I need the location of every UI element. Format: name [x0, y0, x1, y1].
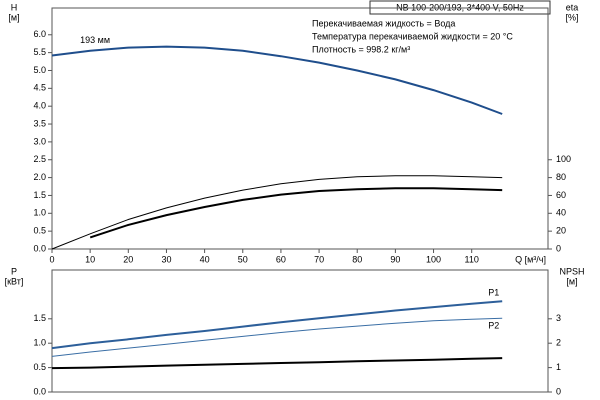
- series-line: [51, 175, 503, 250]
- y-tick-label: 5.0: [33, 65, 46, 75]
- y-axis-unit: [кВт]: [5, 276, 24, 286]
- annotation: Плотность = 998.2 кг/м³: [312, 44, 410, 54]
- chart-title: NB 100-200/193, 3*400 V, 50Hz: [396, 2, 524, 12]
- y2-axis-unit: [м]: [566, 276, 577, 286]
- y-tick-label: 3.0: [33, 136, 46, 146]
- y2-tick-label: 60: [556, 190, 566, 200]
- x-tick-label: 100: [426, 254, 441, 264]
- y2-tick-label: 0: [556, 386, 561, 396]
- y2-tick-label: 0: [556, 243, 561, 253]
- series-line: [51, 45, 503, 115]
- series-line: [51, 317, 503, 357]
- y-axis-label: P: [11, 266, 17, 276]
- y-axis-unit: [м]: [8, 12, 19, 22]
- y2-tick-label: 100: [556, 154, 571, 164]
- x-axis-label: Q [м³/ч]: [515, 254, 546, 264]
- y2-axis-label: eta: [566, 2, 579, 12]
- y2-tick-label: 1: [556, 362, 561, 372]
- plot-frame: [51, 269, 549, 393]
- y-tick-label: 0.0: [33, 386, 46, 396]
- y-tick-label: 4.0: [33, 101, 46, 111]
- series-line: [51, 300, 503, 350]
- x-tick-label: 0: [49, 254, 54, 264]
- y-tick-label: 1.0: [33, 208, 46, 218]
- x-tick-label: 50: [238, 254, 248, 264]
- series-label: 193 мм: [80, 35, 110, 45]
- y-axis-label: H: [11, 2, 18, 12]
- x-tick-label: 60: [276, 254, 286, 264]
- y-tick-label: 0.0: [33, 243, 46, 253]
- plot-frame: [51, 7, 549, 250]
- y-tick-label: 2.0: [33, 172, 46, 182]
- y2-tick-label: 3: [556, 313, 561, 323]
- x-tick-label: 80: [352, 254, 362, 264]
- y-tick-label: 2.5: [33, 154, 46, 164]
- y-tick-label: 3.5: [33, 118, 46, 128]
- y2-tick-label: 80: [556, 172, 566, 182]
- y2-tick-label: 40: [556, 208, 566, 218]
- y-tick-label: 0.5: [33, 226, 46, 236]
- y-tick-label: 6.0: [33, 29, 46, 39]
- y2-tick-label: 20: [556, 226, 566, 236]
- x-tick-label: 110: [465, 254, 479, 264]
- y-tick-label: 1.5: [33, 313, 46, 323]
- x-tick-label: 20: [123, 254, 133, 264]
- series-line: [89, 187, 503, 239]
- y-tick-label: 1.0: [33, 338, 46, 348]
- series-line: [51, 357, 503, 370]
- y-tick-label: 1.5: [33, 190, 46, 200]
- y-tick-label: 4.5: [33, 83, 46, 93]
- y2-tick-label: 2: [556, 338, 561, 348]
- x-tick-label: 90: [390, 254, 400, 264]
- annotation: Температура перекачиваемой жидкости = 20…: [312, 31, 513, 41]
- x-tick-label: 70: [314, 254, 324, 264]
- x-tick-label: 30: [161, 254, 171, 264]
- x-tick-label: 10: [85, 254, 95, 264]
- y2-axis-unit: [%]: [565, 12, 578, 22]
- y-tick-label: 5.5: [33, 47, 46, 57]
- series-label: P2: [488, 321, 499, 331]
- annotation: Перекачиваемая жидкость = Вода: [312, 18, 455, 28]
- x-tick-label: 40: [200, 254, 210, 264]
- series-label: P1: [488, 288, 499, 298]
- y-tick-label: 0.5: [33, 362, 46, 372]
- y2-axis-label: NPSH: [559, 266, 584, 276]
